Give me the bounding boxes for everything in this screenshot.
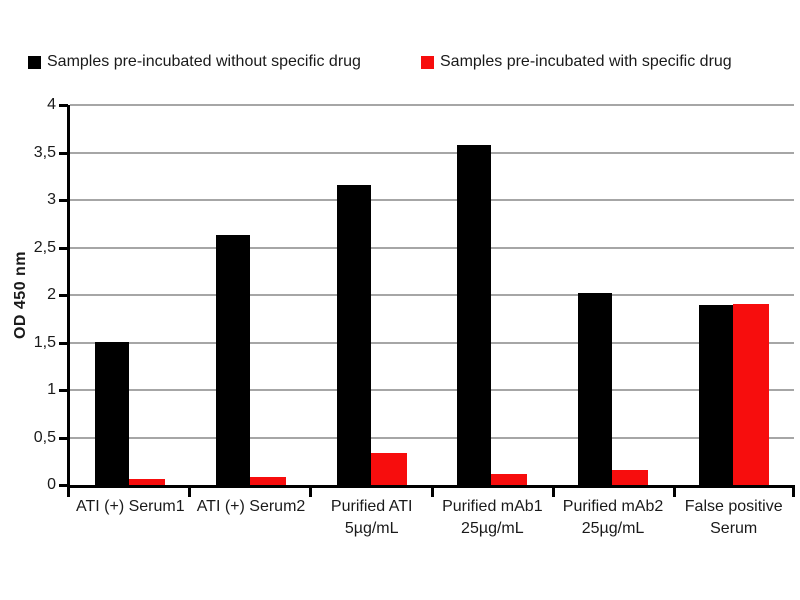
- y-tick-label: 4: [47, 96, 56, 113]
- bar-without-drug-4: [578, 293, 613, 485]
- category-label-3: Purified mAb1 25µg/mL: [442, 498, 543, 537]
- legend-marker-without-drug-icon: [28, 55, 41, 69]
- gridline: [70, 151, 794, 154]
- y-axis-tick: [59, 151, 68, 155]
- bar-groups: [70, 105, 794, 485]
- bar-group-5: [673, 105, 794, 485]
- bar-with-drug-2: [370, 452, 407, 485]
- y-tick-label: 1: [47, 381, 56, 398]
- gridline: [70, 341, 794, 344]
- x-axis-tick: [430, 485, 434, 497]
- y-axis-tick: [59, 294, 68, 297]
- gridline: [70, 246, 794, 249]
- gridline: [70, 104, 794, 106]
- y-axis-tick: [59, 484, 68, 487]
- y-tick-label: 0,5: [33, 428, 56, 446]
- bar-without-drug-3: [457, 144, 492, 485]
- y-tick-label: 1,5: [33, 333, 56, 351]
- bar-without-drug-5: [698, 304, 733, 485]
- x-axis-tick: [551, 485, 555, 497]
- bar-group-4: [553, 105, 674, 485]
- y-tick-label: 2: [47, 286, 56, 303]
- gridline: [70, 199, 794, 201]
- y-axis-tick: [59, 246, 68, 250]
- legend-label-with-drug: Samples pre-incubated with specific drug: [440, 53, 732, 70]
- x-axis-tick: [309, 485, 313, 497]
- bar-without-drug-2: [336, 184, 371, 485]
- legend-label-without-drug: Samples pre-incubated without specific d…: [47, 53, 361, 70]
- gridline: [70, 436, 794, 439]
- bar-group-1: [191, 105, 312, 485]
- bar-with-drug-5: [732, 303, 769, 485]
- bar-with-drug-1: [250, 477, 286, 485]
- y-axis-tick: [59, 199, 68, 202]
- category-label-2: Purified ATI 5µg/mL: [330, 498, 413, 537]
- x-axis-tick: [792, 485, 795, 497]
- y-tick-label: 3,5: [33, 143, 56, 161]
- category-label-5: False positive Serum: [684, 498, 783, 537]
- x-axis-tick: [67, 485, 70, 497]
- bar-group-2: [311, 105, 432, 485]
- bar-without-drug-1: [216, 235, 250, 485]
- bar-with-drug-4: [612, 469, 649, 485]
- y-axis-tick: [59, 389, 68, 392]
- legend-marker-with-drug-icon: [421, 55, 434, 69]
- y-tick-label: 0: [47, 476, 56, 493]
- bar-with-drug-0: [129, 479, 166, 485]
- x-axis-category-labels: ATI (+) Serum1 ATI (+) Serum2 Purified ATI…: [70, 496, 794, 540]
- y-axis-tick: [59, 436, 68, 440]
- bar-group-0: [70, 105, 191, 485]
- category-label-4: Purified mAb2 25µg/mL: [562, 498, 664, 537]
- gridline: [70, 389, 794, 391]
- gridline: [70, 294, 794, 296]
- category-label-0: ATI (+) Serum1: [76, 498, 185, 515]
- y-tick-label: 2,5: [33, 238, 56, 256]
- plot-area: [67, 104, 794, 488]
- bar-group-3: [432, 105, 553, 485]
- x-axis-tick: [672, 485, 676, 497]
- legend-item-without-drug: Samples pre-incubated without specific d…: [28, 52, 361, 72]
- legend-item-with-drug: Samples pre-incubated with specific drug: [421, 52, 732, 72]
- x-axis-tick: [188, 485, 192, 497]
- y-tick-label: 3: [47, 191, 56, 208]
- y-axis-tick: [59, 341, 68, 345]
- bar-without-drug-0: [95, 341, 130, 485]
- bar-with-drug-3: [491, 473, 528, 485]
- category-label-1: ATI (+) Serum2: [196, 498, 306, 515]
- y-axis-tick: [59, 104, 68, 107]
